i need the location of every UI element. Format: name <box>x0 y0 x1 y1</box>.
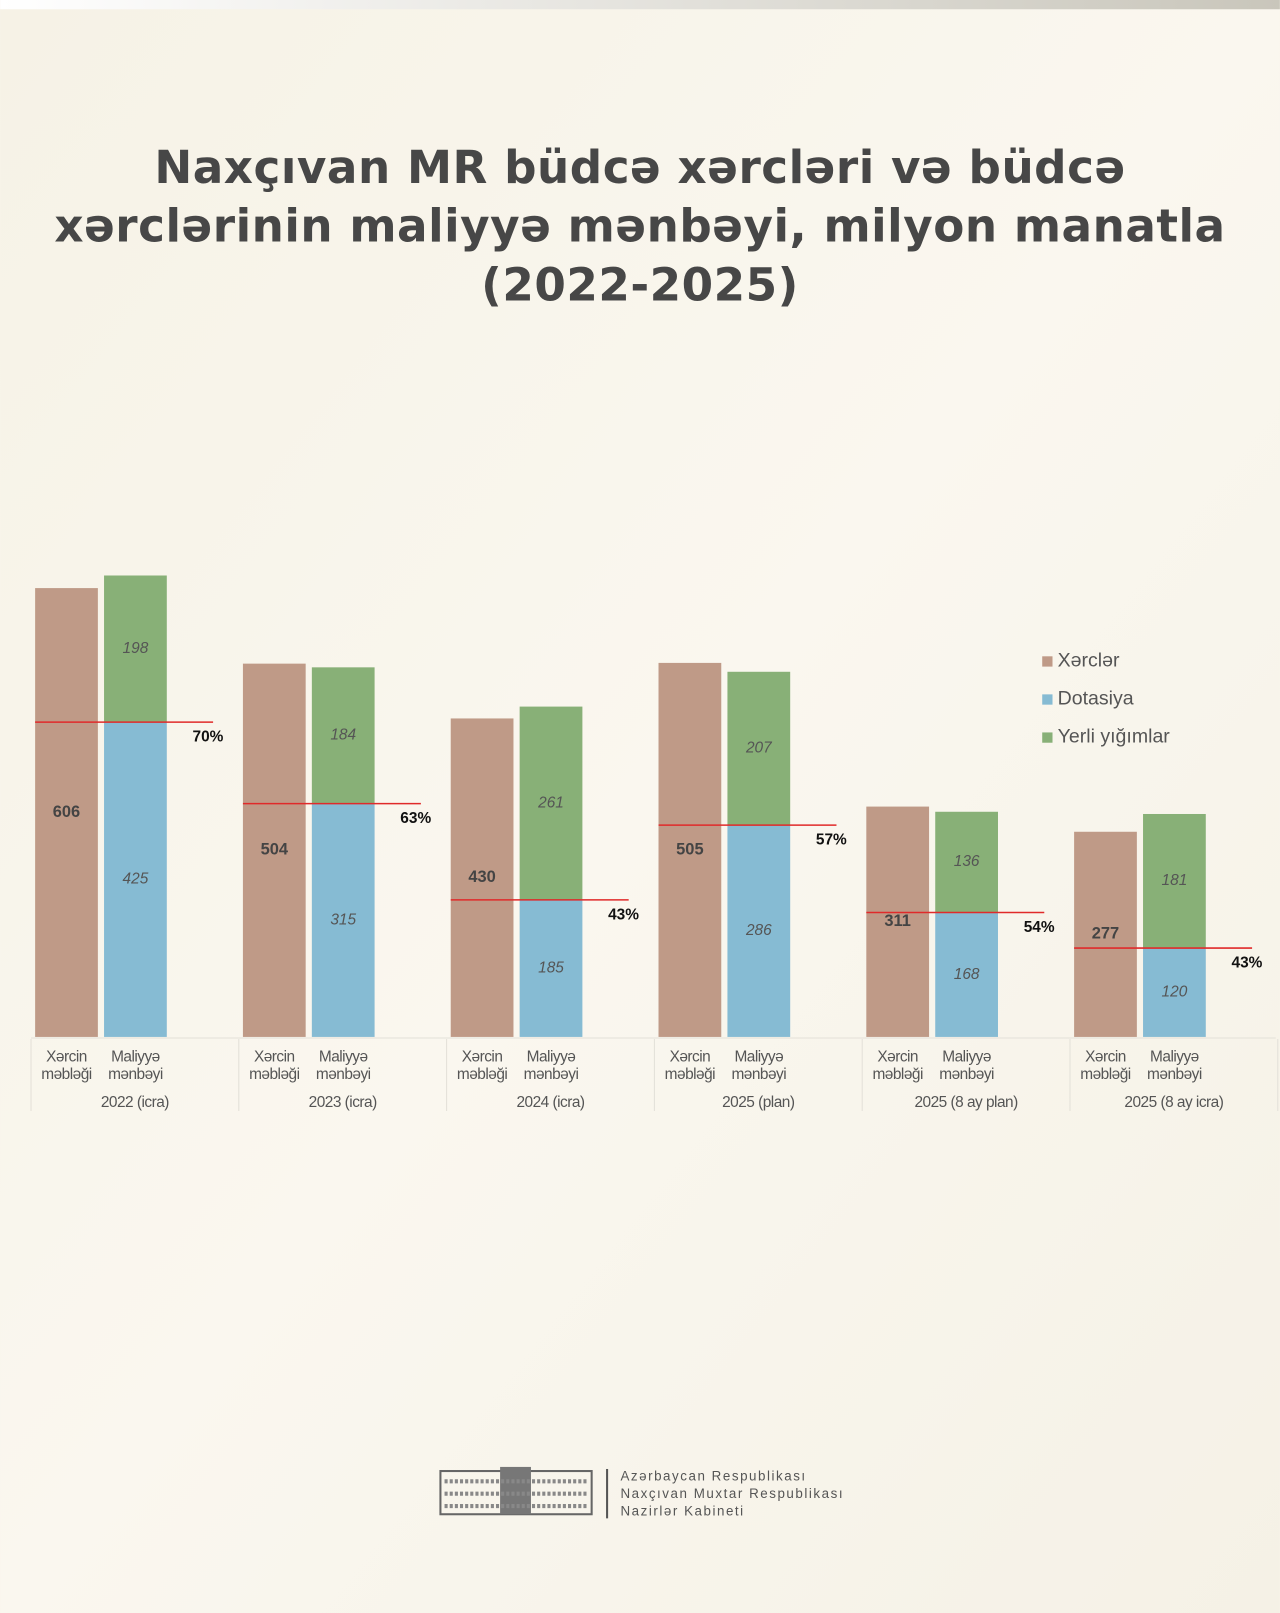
data-label: 315 <box>330 911 356 928</box>
bar-label: Maliyyə <box>942 1049 991 1066</box>
bar-label: mənbəyi <box>731 1066 786 1083</box>
bar <box>311 803 375 1037</box>
bar <box>35 588 98 1037</box>
top-strip <box>0 0 1280 10</box>
share-label: 57% <box>816 832 847 849</box>
bar-label: Xərcin <box>670 1049 711 1066</box>
footer-text: Nazirlər Kabineti <box>620 1504 744 1519</box>
data-label: 185 <box>538 959 564 976</box>
data-label: 430 <box>468 868 495 886</box>
data-label: 198 <box>123 640 149 657</box>
data-label: 184 <box>330 727 356 744</box>
footer-text: Azərbaycan Respublikası <box>620 1469 806 1484</box>
share-label: 70% <box>193 729 224 746</box>
bar-label: Maliyyə <box>319 1049 368 1066</box>
bar <box>1143 948 1206 1037</box>
bar-label: məbləği <box>665 1066 715 1083</box>
bar-label: Maliyyə <box>527 1049 576 1066</box>
chart-title: Naxçıvan MR büdcə xərcləri və büdcə xərc… <box>54 141 1226 312</box>
bar-label: Xərcin <box>46 1049 87 1066</box>
x-tick-label: 2024 (icra) <box>516 1094 584 1111</box>
bar-label: Maliyyə <box>734 1049 783 1066</box>
bar <box>727 825 791 1037</box>
bar-label: məbləği <box>1080 1066 1130 1083</box>
bar <box>104 575 167 723</box>
bar <box>1074 831 1137 1037</box>
bar <box>104 722 167 1037</box>
bar-label: mənbəyi <box>1147 1066 1202 1083</box>
title-box: Naxçıvan MR büdcə xərcləri və büdcə xərc… <box>54 141 1226 312</box>
data-label: 261 <box>537 794 564 811</box>
data-label: 168 <box>954 966 980 983</box>
bar <box>866 806 930 1037</box>
bar <box>1143 813 1206 949</box>
data-label: 606 <box>53 803 80 821</box>
bar-label: məbləği <box>41 1066 91 1083</box>
bar-label: Xərcin <box>1085 1049 1126 1066</box>
share-label: 54% <box>1024 919 1055 936</box>
data-label: 505 <box>676 840 703 858</box>
data-label: 286 <box>745 922 772 939</box>
bar <box>311 667 375 804</box>
bar-label: Xərcin <box>254 1049 295 1066</box>
legend-swatch <box>1042 656 1053 667</box>
bar <box>519 706 583 900</box>
bar-label: məbləği <box>872 1066 922 1083</box>
data-label: 311 <box>884 912 911 930</box>
data-label: 425 <box>123 871 149 888</box>
bar-label: mənbəyi <box>524 1066 579 1083</box>
share-label: 63% <box>400 810 431 827</box>
legend-swatch <box>1042 732 1053 743</box>
bar-label: mənbəyi <box>939 1066 994 1083</box>
data-label: 207 <box>745 740 773 757</box>
x-tick-label: 2025 (plan) <box>722 1094 795 1111</box>
legend-label: Xərclər <box>1058 650 1120 672</box>
x-tick-label: 2023 (icra) <box>309 1094 377 1111</box>
share-label: 43% <box>608 906 639 923</box>
x-tick-label: 2025 (8 ay icra) <box>1124 1094 1223 1111</box>
data-label: 504 <box>261 841 289 859</box>
bar <box>935 811 998 913</box>
bar-label: mənbəyi <box>316 1066 371 1083</box>
share-label: 43% <box>1232 955 1263 972</box>
data-label: 277 <box>1092 925 1119 943</box>
bar-label: Maliyyə <box>1150 1049 1199 1066</box>
bar <box>727 671 791 826</box>
legend-swatch <box>1042 694 1053 705</box>
legend-label: Dotasiya <box>1058 688 1134 710</box>
bar-label: Xərcin <box>877 1049 918 1066</box>
bar <box>242 663 306 1037</box>
data-label: 136 <box>954 853 980 870</box>
bar-label: məbləği <box>249 1066 299 1083</box>
legend-label: Yerli yığımlar <box>1058 726 1171 748</box>
bar <box>519 899 583 1037</box>
bar <box>450 718 514 1037</box>
bar-label: məbləği <box>457 1066 507 1083</box>
footer-logo <box>439 1466 609 1519</box>
bar-label: mənbəyi <box>108 1066 163 1083</box>
bar <box>658 662 722 1037</box>
bar-label: Xərcin <box>462 1049 503 1066</box>
bar-label: Maliyyə <box>111 1049 160 1066</box>
data-label: 181 <box>1162 872 1188 889</box>
x-tick-label: 2022 (icra) <box>101 1094 169 1111</box>
data-label: 120 <box>1162 984 1188 1001</box>
x-tick-label: 2025 (8 ay plan) <box>914 1094 1018 1111</box>
footer-text: Naxçıvan Muxtar Respublikası <box>620 1486 844 1501</box>
bar <box>935 912 998 1037</box>
